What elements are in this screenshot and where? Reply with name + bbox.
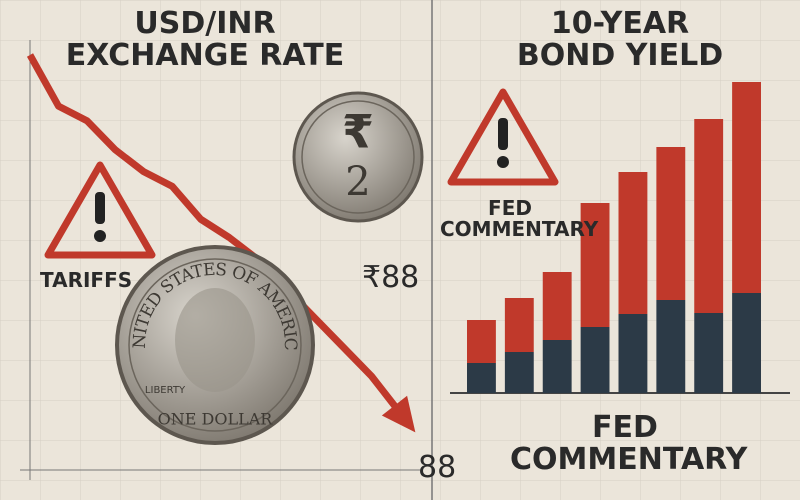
- bar-segment: [656, 147, 686, 300]
- bar-segment: [467, 363, 496, 393]
- annotation: TARIFFS: [40, 268, 133, 292]
- coin-text: LIBERTY: [145, 385, 186, 396]
- coin-text: 2: [345, 159, 370, 205]
- bar-segment: [656, 300, 686, 393]
- bar-segment: [732, 82, 761, 293]
- bar-segment: [694, 313, 724, 393]
- annotation: FED COMMENTARY: [510, 410, 748, 477]
- chart-title: 10-YEAR BOND YIELD: [516, 6, 724, 73]
- bar-segment: [618, 172, 648, 314]
- coin-text: ₹: [342, 105, 374, 159]
- bar-segment: [504, 298, 534, 352]
- annotation: 88: [418, 450, 457, 485]
- bar-segment: [580, 327, 610, 393]
- arrow-head: [381, 395, 416, 433]
- annotation: ₹88: [362, 260, 420, 295]
- bar-segment: [618, 314, 648, 393]
- annotation: FED COMMENTARY: [440, 196, 599, 241]
- coin-text: ONE DOLLAR: [158, 410, 274, 429]
- warning-icon: [44, 161, 156, 259]
- bar-segment: [542, 340, 572, 393]
- rupee-coin: ₹ 2: [292, 91, 424, 223]
- chart-title: USD/INR EXCHANGE RATE: [65, 6, 345, 73]
- bar-segment: [694, 119, 724, 313]
- plot: [26, 53, 761, 433]
- warning-icon: [447, 88, 559, 186]
- bar-segment: [732, 293, 761, 393]
- bar-segment: [542, 272, 572, 340]
- bar-segment: [504, 352, 534, 393]
- bar-segment: [580, 203, 610, 327]
- bar-segment: [467, 320, 496, 363]
- line: [26, 53, 403, 415]
